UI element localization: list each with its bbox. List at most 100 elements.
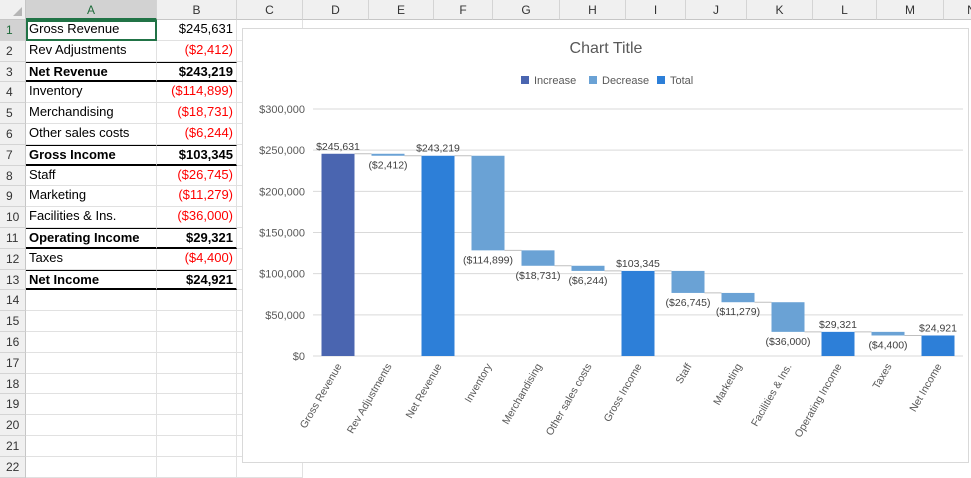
column-header-b[interactable]: B bbox=[157, 0, 237, 20]
legend-label-decrease: Decrease bbox=[602, 75, 649, 87]
column-header-a[interactable]: A bbox=[26, 0, 157, 20]
label-cell-4[interactable]: Inventory bbox=[26, 82, 157, 104]
row-header-12[interactable]: 12 bbox=[0, 248, 26, 270]
bar-6 bbox=[571, 265, 605, 271]
row-header-5[interactable]: 5 bbox=[0, 103, 26, 124]
row-header-13[interactable]: 13 bbox=[0, 269, 26, 291]
select-all-corner[interactable] bbox=[0, 0, 26, 20]
label-cell-11[interactable]: Operating Income bbox=[26, 228, 157, 249]
cell-b19[interactable] bbox=[157, 394, 237, 416]
row-header-17[interactable]: 17 bbox=[0, 352, 26, 374]
column-header-c[interactable]: C bbox=[237, 0, 303, 20]
value-cell-13[interactable]: $24,921 bbox=[157, 269, 237, 291]
cell-b15[interactable] bbox=[157, 311, 237, 332]
value-cell-10[interactable]: ($36,000) bbox=[157, 207, 237, 228]
value-cell-1[interactable]: $245,631 bbox=[157, 20, 237, 41]
cell-a19[interactable] bbox=[26, 394, 157, 416]
row-header-22[interactable]: 22 bbox=[0, 456, 26, 478]
row-header-19[interactable]: 19 bbox=[0, 394, 26, 416]
cell-a22[interactable] bbox=[26, 456, 157, 478]
label-cell-8[interactable]: Staff bbox=[26, 165, 157, 187]
label-cell-6[interactable]: Other sales costs bbox=[26, 124, 157, 145]
row-header-10[interactable]: 10 bbox=[0, 207, 26, 228]
row-header-2[interactable]: 2 bbox=[0, 40, 26, 62]
value-cell-9[interactable]: ($11,279) bbox=[157, 186, 237, 208]
data-label-11: $29,321 bbox=[819, 319, 857, 331]
row-header-7[interactable]: 7 bbox=[0, 144, 26, 166]
cell-a17[interactable] bbox=[26, 352, 157, 374]
column-header-d[interactable]: D bbox=[303, 0, 369, 20]
bar-2 bbox=[371, 153, 405, 156]
row-header-9[interactable]: 9 bbox=[0, 186, 26, 208]
y-tick-label-1: $50,000 bbox=[265, 310, 305, 322]
row-header-6[interactable]: 6 bbox=[0, 124, 26, 145]
value-cell-4[interactable]: ($114,899) bbox=[157, 82, 237, 104]
label-cell-13[interactable]: Net Income bbox=[26, 269, 157, 291]
row-header-14[interactable]: 14 bbox=[0, 290, 26, 312]
value-cell-12[interactable]: ($4,400) bbox=[157, 248, 237, 270]
cell-b16[interactable] bbox=[157, 332, 237, 353]
cell-a14[interactable] bbox=[26, 290, 157, 312]
row-header-1[interactable]: 1 bbox=[0, 20, 26, 41]
cell-b20[interactable] bbox=[157, 415, 237, 436]
column-header-m[interactable]: M bbox=[877, 0, 944, 20]
waterfall-chart[interactable]: Chart Title Increase Decrease Total $0 $50,00… bbox=[242, 28, 969, 463]
label-cell-12[interactable]: Taxes bbox=[26, 248, 157, 270]
cell-a20[interactable] bbox=[26, 415, 157, 436]
value-cell-2[interactable]: ($2,412) bbox=[157, 40, 237, 62]
column-header-h[interactable]: H bbox=[560, 0, 626, 20]
row-header-8[interactable]: 8 bbox=[0, 165, 26, 187]
row-header-3[interactable]: 3 bbox=[0, 61, 26, 83]
column-header-j[interactable]: J bbox=[686, 0, 747, 20]
column-header-k[interactable]: K bbox=[747, 0, 813, 20]
legend-swatch-total bbox=[657, 76, 665, 84]
row-header-11[interactable]: 11 bbox=[0, 228, 26, 249]
value-cell-3[interactable]: $243,219 bbox=[157, 61, 237, 83]
category-label-3: Net Revenue bbox=[404, 361, 445, 420]
row-header-15[interactable]: 15 bbox=[0, 311, 26, 332]
row-header-16[interactable]: 16 bbox=[0, 332, 26, 353]
label-cell-3[interactable]: Net Revenue bbox=[26, 61, 157, 83]
data-label-6: ($6,244) bbox=[568, 275, 607, 287]
cell-a16[interactable] bbox=[26, 332, 157, 353]
bar-8 bbox=[671, 270, 705, 293]
cell-b21[interactable] bbox=[157, 436, 237, 457]
cell-a21[interactable] bbox=[26, 436, 157, 457]
value-cell-11[interactable]: $29,321 bbox=[157, 228, 237, 249]
label-cell-7[interactable]: Gross Income bbox=[26, 144, 157, 166]
category-label-5: Merchandising bbox=[500, 361, 545, 426]
category-label-4: Inventory bbox=[463, 361, 495, 405]
label-cell-9[interactable]: Marketing bbox=[26, 186, 157, 208]
cell-b22[interactable] bbox=[157, 456, 237, 478]
cell-a15[interactable] bbox=[26, 311, 157, 332]
value-cell-7[interactable]: $103,345 bbox=[157, 144, 237, 166]
column-header-e[interactable]: E bbox=[369, 0, 434, 20]
row-header-21[interactable]: 21 bbox=[0, 436, 26, 457]
label-cell-5[interactable]: Merchandising bbox=[26, 103, 157, 124]
cell-b17[interactable] bbox=[157, 352, 237, 374]
column-header-g[interactable]: G bbox=[493, 0, 560, 20]
label-cell-10[interactable]: Facilities & Ins. bbox=[26, 207, 157, 228]
column-header-f[interactable]: F bbox=[434, 0, 493, 20]
value-cell-8[interactable]: ($26,745) bbox=[157, 165, 237, 187]
cell-b18[interactable] bbox=[157, 373, 237, 395]
chart-canvas: Chart Title Increase Decrease Total $0 $50,00… bbox=[259, 40, 963, 440]
legend-swatch-decrease bbox=[589, 76, 597, 84]
cell-a18[interactable] bbox=[26, 373, 157, 395]
cell-b14[interactable] bbox=[157, 290, 237, 312]
column-header-l[interactable]: L bbox=[813, 0, 877, 20]
column-header-n[interactable]: N bbox=[944, 0, 971, 20]
row-header-4[interactable]: 4 bbox=[0, 82, 26, 104]
y-tick-label-3: $150,000 bbox=[259, 228, 305, 240]
column-header-i[interactable]: I bbox=[626, 0, 686, 20]
bar-4 bbox=[471, 155, 505, 251]
category-label-13: Net Income bbox=[907, 361, 944, 414]
value-cell-6[interactable]: ($6,244) bbox=[157, 124, 237, 145]
row-header-18[interactable]: 18 bbox=[0, 373, 26, 395]
label-cell-1[interactable]: Gross Revenue bbox=[26, 20, 157, 41]
value-cell-5[interactable]: ($18,731) bbox=[157, 103, 237, 124]
data-label-5: ($18,731) bbox=[516, 270, 561, 282]
label-cell-2[interactable]: Rev Adjustments bbox=[26, 40, 157, 62]
row-header-20[interactable]: 20 bbox=[0, 415, 26, 436]
